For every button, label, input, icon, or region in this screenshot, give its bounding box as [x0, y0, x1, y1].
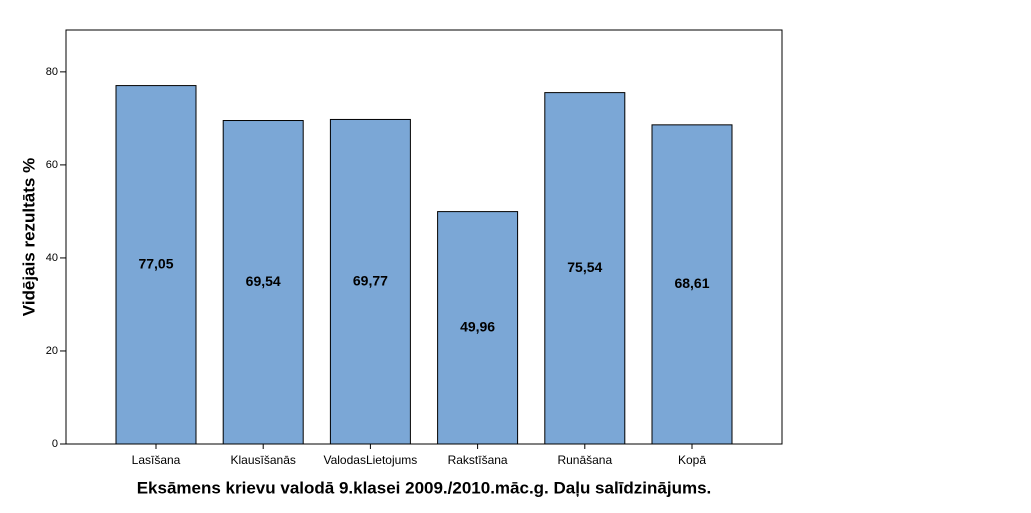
value-label: 77,05	[138, 255, 173, 271]
y-tick-label: 20	[46, 345, 58, 357]
bar	[329, 118, 411, 445]
value-label: 68,61	[674, 275, 709, 291]
y-tick-label: 60	[46, 159, 58, 171]
x-tick-label: Kopā	[678, 453, 706, 467]
x-tick-label: ValodasLietojums	[323, 453, 417, 467]
bar	[651, 124, 733, 445]
x-axis-title: Eksāmens krievu valodā 9.klasei 2009./20…	[137, 478, 712, 497]
value-label: 69,77	[353, 272, 388, 288]
x-tick-label: Runāšana	[557, 453, 612, 467]
y-axis-title: Vidējais rezultāts %	[19, 158, 38, 316]
y-tick-label: 0	[52, 438, 58, 450]
bar	[222, 120, 304, 445]
value-label: 75,54	[567, 259, 602, 275]
bar	[115, 85, 197, 445]
value-label: 69,54	[246, 273, 281, 289]
y-tick-label: 40	[46, 252, 58, 264]
bar	[437, 211, 519, 445]
y-tick-label: 80	[46, 66, 58, 78]
x-tick-label: Lasīšana	[132, 453, 181, 467]
x-tick-label: Rakstīšana	[448, 453, 508, 467]
value-label: 49,96	[460, 319, 495, 335]
bar	[544, 92, 626, 445]
x-tick-label: Klausīšanās	[231, 453, 296, 467]
